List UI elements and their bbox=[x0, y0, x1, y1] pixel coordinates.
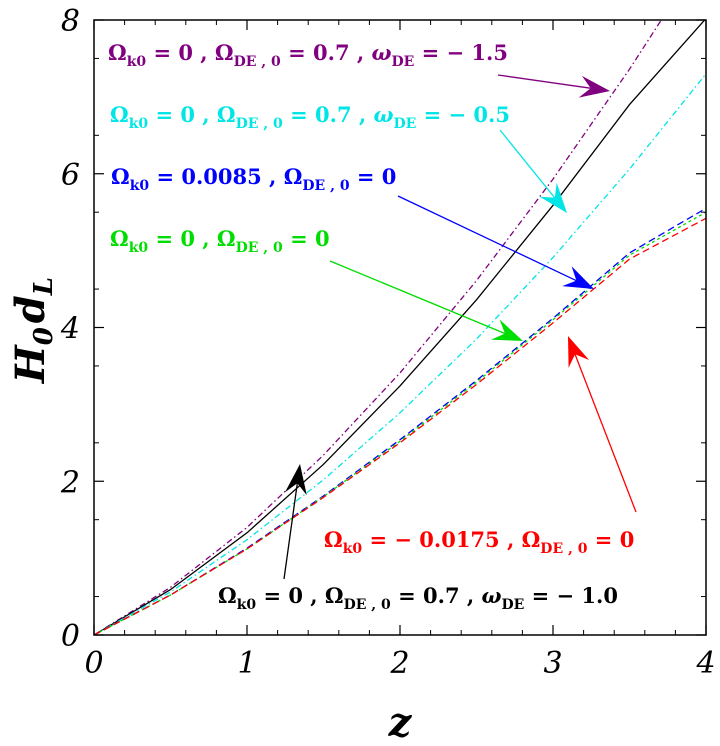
series-layer bbox=[94, 20, 706, 635]
annotation-flat_w05: Ωk0 = 0 , ΩDE , 0 = 0.7 , ωDE = − 0.5 bbox=[110, 102, 510, 132]
y-axis-label-subL: L bbox=[29, 277, 59, 296]
y-axis-label: H0 dL bbox=[7, 277, 59, 384]
x-axis-label: z bbox=[388, 699, 413, 746]
arrow-flat_w10 bbox=[283, 481, 299, 580]
arrowhead-flat_w05 bbox=[539, 182, 567, 213]
y-tick-label-3: 6 bbox=[61, 158, 80, 193]
y-axis-label-sub0: 0 bbox=[29, 327, 59, 345]
x-tick-label-3: 3 bbox=[543, 646, 562, 681]
y-tick-label-0: 0 bbox=[61, 619, 80, 654]
annotation-flat_matter: Ωk0 = 0 , ΩDE , 0 = 0 bbox=[110, 226, 330, 256]
y-tick-label-4: 8 bbox=[61, 4, 80, 39]
y-axis-label-d: d bbox=[7, 295, 54, 323]
arrow-flat_w05 bbox=[499, 129, 557, 200]
y-tick-label-2: 4 bbox=[60, 312, 80, 347]
y-axis-label-h: H bbox=[7, 344, 54, 384]
arrow-flat_matter bbox=[329, 260, 507, 335]
series-line-flat_matter bbox=[94, 211, 706, 635]
y-tick-label-1: 2 bbox=[60, 465, 80, 500]
arrowhead-open_matter bbox=[562, 266, 594, 289]
series-line-closed_matter bbox=[94, 217, 706, 635]
series-line-flat_w05 bbox=[94, 73, 706, 635]
arrow-closed_matter bbox=[573, 352, 637, 513]
arrowhead-closed_matter bbox=[568, 336, 590, 368]
arrowhead-flat_w10 bbox=[285, 464, 307, 496]
series-line-open_matter bbox=[94, 207, 706, 635]
arrowhead-flat_matter bbox=[491, 319, 523, 341]
arrowhead-flat_w15 bbox=[578, 75, 610, 98]
annotation-closed_matter: Ωk0 = − 0.0175 , ΩDE , 0 = 0 bbox=[324, 527, 634, 557]
series-line-flat_w10 bbox=[94, 20, 706, 635]
annotation-open_matter: Ωk0 = 0.0085 , ΩDE , 0 = 0 bbox=[111, 164, 396, 194]
annotation-flat_w10: Ωk0 = 0 , ΩDE , 0 = 0.7 , ωDE = − 1.0 bbox=[218, 583, 618, 613]
annotation-layer: Ωk0 = 0 , ΩDE , 0 = 0.7 , ωDE = − 1.5 Ωk0… bbox=[108, 40, 637, 613]
series-line-flat_w15 bbox=[94, 20, 663, 635]
arrow-flat_w15 bbox=[497, 74, 593, 90]
x-tick-label-4: 4 bbox=[695, 646, 715, 681]
x-tick-label-0: 0 bbox=[84, 646, 103, 681]
tick-layer: 0 1 2 3 4 0 2 4 6 8 bbox=[60, 4, 716, 681]
annotation-flat_w15: Ωk0 = 0 , ΩDE , 0 = 0.7 , ωDE = − 1.5 bbox=[108, 40, 508, 70]
x-tick-label-2: 2 bbox=[389, 646, 409, 681]
arrow-open_matter bbox=[397, 195, 579, 282]
x-tick-label-1: 1 bbox=[237, 646, 256, 681]
